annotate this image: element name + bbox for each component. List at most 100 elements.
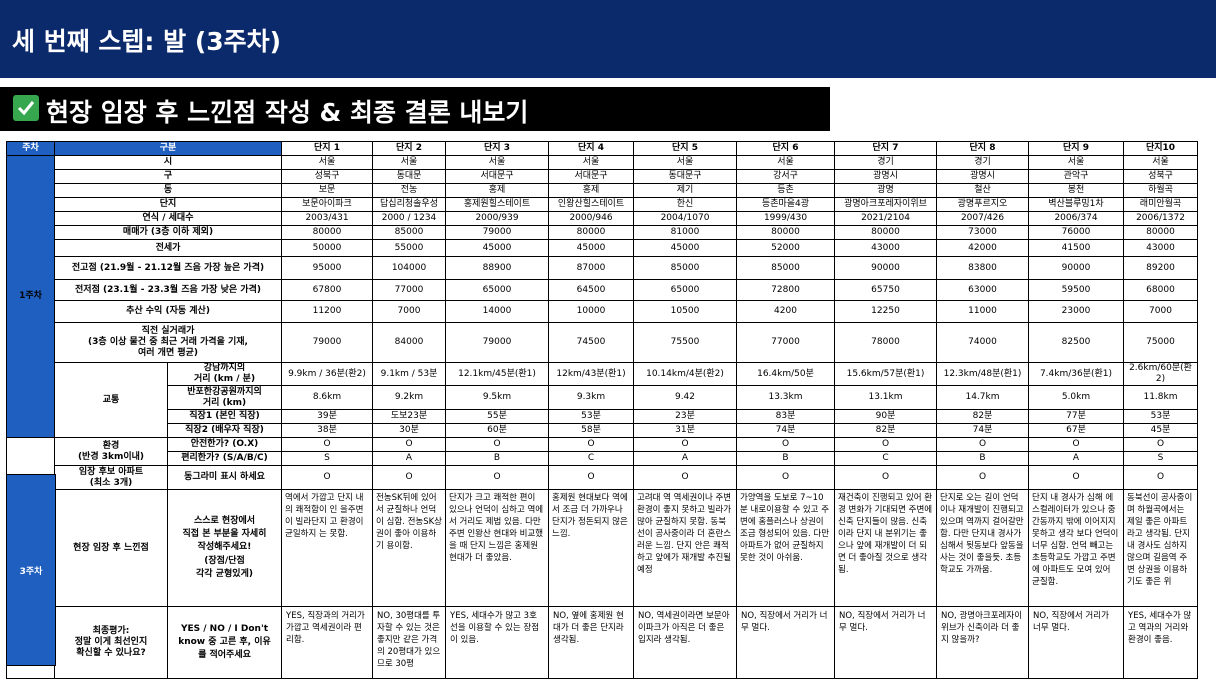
table-body: 주차 구분 단지 1 단지 2 단지 3 단지 4 단지 5 단지 6 단지 7…: [6, 141, 1198, 679]
table-cell: 인왕산힐스테이트: [548, 197, 634, 212]
label-line: 거리 (km / 분): [193, 374, 256, 384]
label-line: 직전 실거래가: [141, 326, 195, 337]
table-cell: 39분: [281, 409, 373, 424]
table-cell: C: [834, 451, 937, 466]
table-cell: 광명시: [936, 169, 1029, 184]
table-cell: 80000: [736, 225, 835, 240]
row-impressions: 현장 임장 후 느낀점 스스로 현장에서 직접 본 부분을 자세히 작성해주세요…: [7, 489, 1198, 607]
table-cell: 74분: [936, 423, 1029, 438]
table-cell: 79000: [445, 322, 549, 363]
candidate-guide: 동그라미 표시 하세요: [167, 465, 282, 490]
table-cell: O: [445, 465, 549, 490]
table-cell: 9.2km: [372, 385, 446, 410]
table-cell: 홍제: [445, 183, 549, 198]
table-cell: 9.42: [633, 385, 737, 410]
table-cell: O: [548, 437, 634, 452]
row-year-households: 연식 / 세대수 2003/431 2000 / 1234 2000/939 2…: [7, 211, 1198, 226]
table-cell: 95000: [281, 256, 373, 280]
table-cell: 홍제원힐스테이트: [445, 197, 549, 212]
table-cell: 2004/1070: [633, 211, 737, 226]
row-label: 전고점 (21.9월 - 21.12월 즈음 가장 높은 가격): [54, 256, 282, 280]
table-cell: 85000: [372, 225, 446, 240]
header-complex: 단지 5: [633, 141, 737, 156]
header-week: 주차: [6, 141, 55, 156]
table-cell: 83분: [736, 409, 835, 424]
table-cell: O: [1028, 437, 1124, 452]
table-cell: 서울: [281, 155, 373, 170]
table-cell: B: [445, 451, 549, 466]
table-cell: 58분: [548, 423, 634, 438]
table-cell: 7000: [1123, 300, 1198, 323]
evaluation-cell: YES, 직장과의 거리가 가깝고 역세권이라 편리함.: [281, 606, 373, 679]
table-cell: 홍제: [548, 183, 634, 198]
table-cell: 2000 / 1234: [372, 211, 446, 226]
evaluation-cell: NO, 직장에서 거리가 너무 멀다.: [834, 606, 937, 679]
table-cell: 서대문구: [548, 169, 634, 184]
table-cell: 76000: [1028, 225, 1124, 240]
table-cell: 강서구: [736, 169, 835, 184]
label-line: 최종평가:: [92, 626, 130, 637]
label-line: 임장 후보 아파트: [78, 466, 144, 477]
row-candidate: 임장 후보 아파트 (최소 3개) 동그라미 표시 하세요 O O O O O …: [7, 465, 1198, 490]
table-cell: 등촌마을4광: [736, 197, 835, 212]
row-city: 1주차 시 서울 서울 서울 서울 서울 서울 경기 경기 서울 서울: [6, 155, 1198, 438]
table-cell: 서대문구: [445, 169, 549, 184]
table-cell: 89200: [1123, 256, 1198, 280]
impression-cell: 재건축이 진행되고 있어 환경 변화가 기대되면 주변에 신축 단지들이 많음.…: [834, 489, 937, 607]
table-cell: 서울: [1028, 155, 1124, 170]
table-cell: 67800: [281, 279, 373, 301]
evaluation-cell: NO, 30평대를 투자할 수 있는 것은 좋지만 같은 가격의 20평대가 있…: [372, 606, 446, 679]
row-district: 구 성북구 동대문 서대문구 서대문구 동대문구 강서구 광명시 광명시 관악구…: [7, 169, 1198, 184]
table-cell: 23000: [1028, 300, 1124, 323]
table-cell: 광명: [834, 183, 937, 198]
table-cell: 38분: [281, 423, 373, 438]
label-line: 강남까지의: [203, 363, 246, 374]
impression-cell: 단지로 오는 길이 언덕이나 재개발이 진행되고 있으며 역까지 걸어갈만 함.…: [936, 489, 1029, 607]
table-cell: O: [1028, 465, 1124, 490]
table-cell: 전농: [372, 183, 446, 198]
row-final-evaluation: 최종평가: 정말 이게 최선인지 확신할 수 있나요? YES / NO / I…: [7, 606, 1198, 679]
label-line: know 중 고른 후, 이유: [178, 636, 271, 647]
table-cell: 11200: [281, 300, 373, 323]
label-line: 반포한강공원까지의: [187, 386, 262, 397]
table-cell: 64500: [548, 279, 634, 301]
row-recent-transaction: 직전 실거래가 (3층 이상 물건 중 최근 거래 가격을 기재, 여러 개면 …: [7, 322, 1198, 363]
table-cell: S: [281, 451, 373, 466]
table-cell: 31분: [633, 423, 737, 438]
table-cell: 1999/430: [736, 211, 835, 226]
table-cell: 등촌: [736, 183, 835, 198]
table-cell: 65000: [633, 279, 737, 301]
table-cell: 53분: [548, 409, 634, 424]
label-line: 각각 균형있게): [196, 568, 253, 579]
spreadsheet: 주차 구분 단지 1 단지 2 단지 3 단지 4 단지 5 단지 6 단지 7…: [6, 141, 1198, 679]
table-cell: O: [936, 465, 1029, 490]
table-cell: 52000: [736, 239, 835, 257]
table-cell: 75500: [633, 322, 737, 363]
table-cell: 서울: [548, 155, 634, 170]
week-3-label: 3주차: [6, 474, 56, 666]
table-cell: 도보23분: [372, 409, 446, 424]
subtitle-bar: 현장 임장 후 느낀점 작성 & 최종 결론 내보기: [0, 87, 830, 131]
table-cell: O: [372, 465, 446, 490]
label-line: YES / NO / I Don't: [180, 623, 269, 634]
row-convenience: 편리한가? (S/A/B/C) S A B C A B C B A S: [7, 451, 1198, 466]
impression-cell: 동북선이 공사중이며 하월곡에서는 제일 좋은 아파트라고 생각됨. 단지 내 …: [1123, 489, 1198, 607]
apartment-comparison-table: 주차 구분 단지 1 단지 2 단지 3 단지 4 단지 5 단지 6 단지 7…: [6, 141, 1198, 679]
table-cell: 65000: [445, 279, 549, 301]
table-cell: 하월곡: [1123, 183, 1198, 198]
impression-cell: 전농SK뒤에 있어서 균질하나 언덕이 심함. 전농SK상권이 좋아 이용하기 …: [372, 489, 446, 607]
header-complex: 단지 4: [548, 141, 634, 156]
table-cell: 9.9km / 36분(환2): [281, 362, 373, 386]
row-label: 동: [54, 183, 282, 198]
table-cell: A: [633, 451, 737, 466]
table-cell: 2000/946: [548, 211, 634, 226]
table-cell: 벽산블루밍1차: [1028, 197, 1124, 212]
header-complex: 단지 6: [736, 141, 835, 156]
table-cell: 45분: [1123, 423, 1198, 438]
table-cell: 82500: [1028, 322, 1124, 363]
label-line: 를 적어주세요: [198, 650, 251, 661]
table-cell: 광명푸르지오: [936, 197, 1029, 212]
table-cell: 래미안월곡: [1123, 197, 1198, 212]
row-label: 시: [54, 155, 282, 170]
table-cell: 74500: [548, 322, 634, 363]
